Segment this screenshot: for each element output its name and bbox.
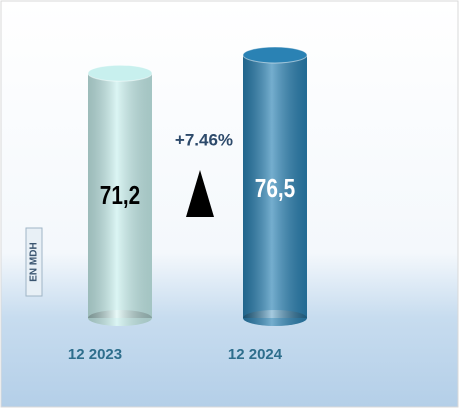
bar-shade bbox=[243, 55, 307, 318]
bar-shade bbox=[88, 73, 152, 318]
annotation: +7.46% bbox=[175, 130, 233, 149]
x-tick-label: 12 2023 bbox=[68, 346, 122, 363]
x-tick-label: 12 2024 bbox=[228, 346, 283, 363]
bar-top bbox=[87, 64, 153, 82]
up-arrow bbox=[186, 170, 214, 217]
axis-label-box bbox=[25, 227, 43, 297]
value-label: 76,5 bbox=[255, 174, 295, 203]
bar-top bbox=[242, 46, 308, 64]
y-axis-label: EN MDH bbox=[29, 242, 40, 281]
value-label: 71,2 bbox=[100, 181, 140, 210]
